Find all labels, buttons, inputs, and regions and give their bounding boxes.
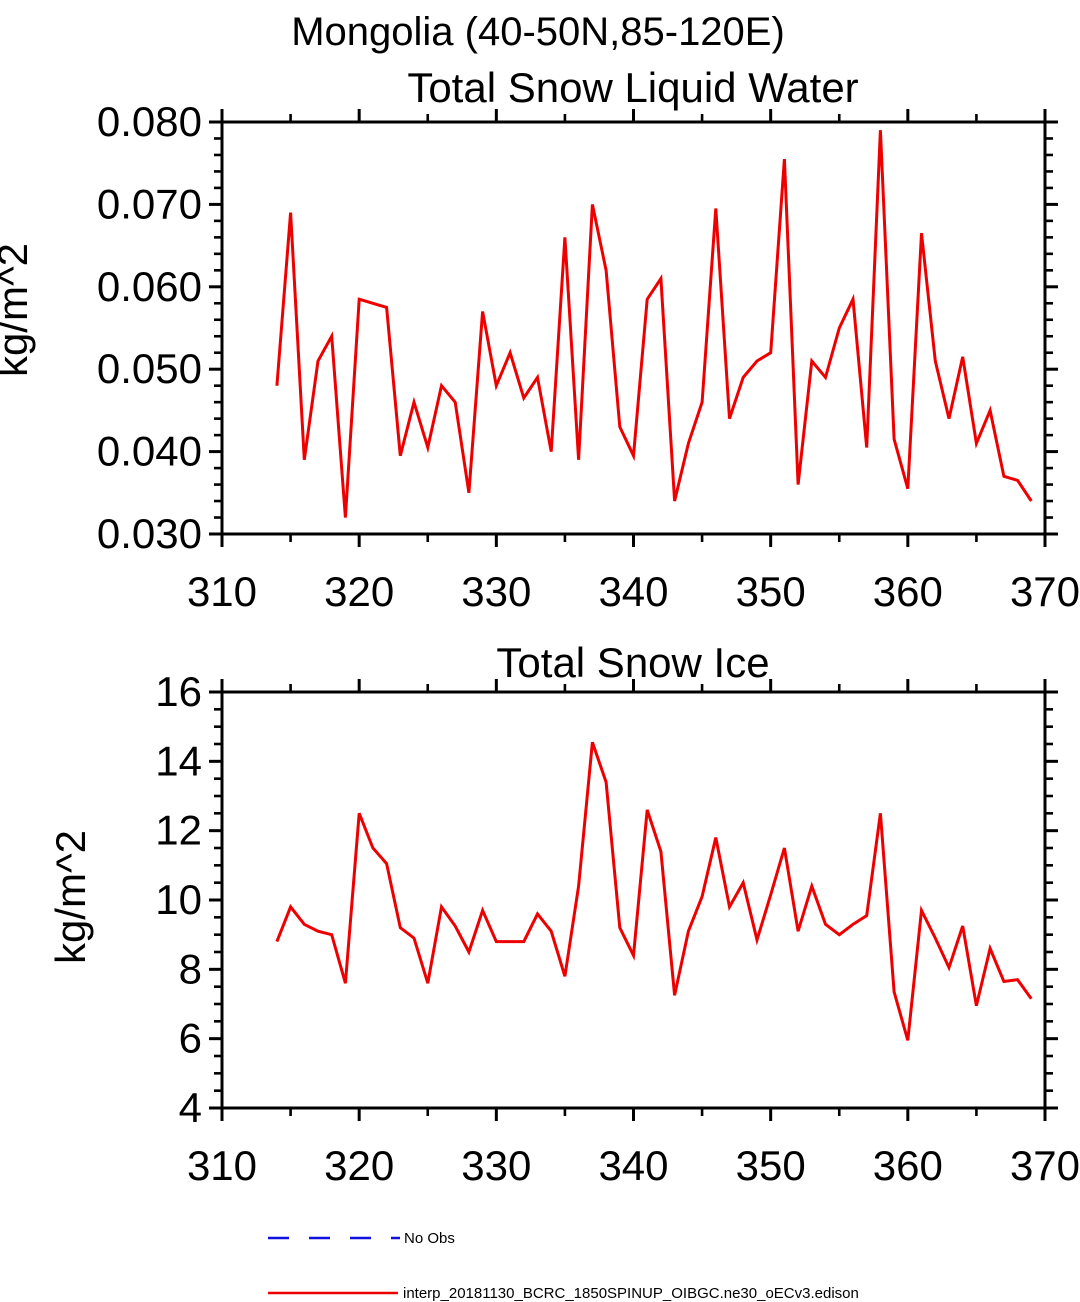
- x-tick-label: 350: [736, 568, 806, 615]
- legend-no-obs-label: No Obs: [404, 1230, 455, 1247]
- y-tick-label: 0.080: [97, 98, 202, 145]
- x-tick-label: 310: [187, 1142, 257, 1189]
- y-tick-label: 12: [155, 807, 202, 854]
- x-tick-label: 330: [461, 568, 531, 615]
- x-tick-label: 360: [873, 1142, 943, 1189]
- x-tick-label: 350: [736, 1142, 806, 1189]
- x-tick-label: 330: [461, 1142, 531, 1189]
- y-tick-label: 10: [155, 876, 202, 923]
- y-tick-label: 6: [179, 1015, 202, 1062]
- data-line: [275, 741, 1033, 1041]
- x-tick-label: 370: [1010, 568, 1080, 615]
- x-tick-label: 340: [598, 1142, 668, 1189]
- y-tick-label: 0.050: [97, 345, 202, 392]
- chart-total-snow-ice: Total Snow Ice kg/m^2 310 320 330 340 350 360…: [47, 639, 1080, 1189]
- y-tick-label: 0.040: [97, 428, 202, 475]
- x-tick-label: 370: [1010, 1142, 1080, 1189]
- plot-area: 310 320 330 340 350 360 370 4 6 8 10 12 14 16: [155, 668, 1080, 1189]
- y-tick-label: 0.030: [97, 510, 202, 557]
- x-tick-label: 320: [324, 1142, 394, 1189]
- y-tick-label: 16: [155, 668, 202, 715]
- chart-total-snow-liquid-water: Total Snow Liquid Water kg/m^2 310 320 330…: [0, 64, 1080, 615]
- legend: No Obs interp_20181130_BCRC_1850SPINUP_O…: [268, 1230, 859, 1302]
- chart-title: Total Snow Ice: [496, 639, 769, 686]
- x-tick-label: 360: [873, 568, 943, 615]
- y-tick-label: 0.060: [97, 263, 202, 310]
- y-axis-label: kg/m^2: [47, 830, 94, 964]
- x-tick-label: 340: [598, 568, 668, 615]
- chart-title: Total Snow Liquid Water: [407, 64, 858, 111]
- y-axis-label: kg/m^2: [0, 243, 36, 377]
- figure-header: Mongolia (40-50N,85-120E): [291, 10, 785, 54]
- y-tick-label: 0.070: [97, 180, 202, 227]
- y-tick-label: 8: [179, 945, 202, 992]
- x-tick-label: 320: [324, 568, 394, 615]
- legend-model-label: interp_20181130_BCRC_1850SPINUP_OIBGC.ne…: [403, 1285, 859, 1302]
- y-tick-label: 4: [179, 1084, 202, 1131]
- y-tick-label: 14: [155, 737, 202, 784]
- plot-area: 310 320 330 340 350 360 370 0.030 0.040 0.050 0.06…: [97, 98, 1080, 615]
- x-tick-label: 310: [187, 568, 257, 615]
- plot-frame: [220, 690, 1047, 1110]
- data-line: [275, 130, 1033, 518]
- plot-frame: [220, 120, 1047, 536]
